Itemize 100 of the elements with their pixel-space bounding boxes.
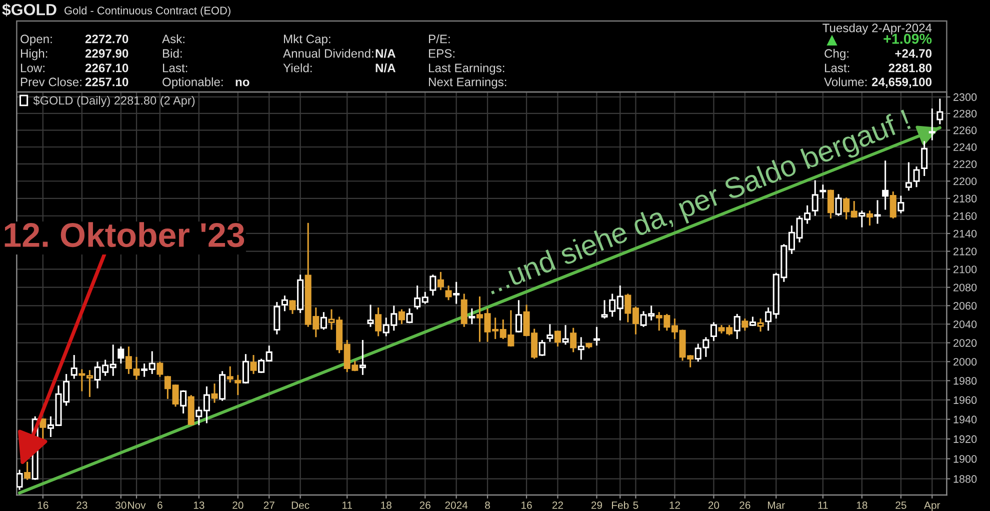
text: High: xyxy=(20,48,48,60)
text: Annual Dividend: xyxy=(283,48,374,58)
candlestick xyxy=(234,374,242,396)
candlestick xyxy=(219,370,226,402)
text: Last Earnings: xyxy=(428,63,504,75)
text: N/A xyxy=(376,48,396,58)
candlestick xyxy=(515,299,522,334)
text: EPS: xyxy=(428,49,454,58)
candlestick xyxy=(460,292,468,328)
x-tick-label: 5 xyxy=(633,502,638,509)
legend-label: $GOLD (Daily) 2281.80 (2 Apr) xyxy=(33,96,195,107)
text: +1.09% xyxy=(884,34,932,44)
annotation: 12. Oktober '23 xyxy=(4,222,244,248)
text: 2267.10 xyxy=(85,64,128,72)
candlestick xyxy=(24,461,31,481)
text: Last: xyxy=(162,64,188,72)
candlestick xyxy=(367,304,374,328)
text: Tuesday 2-Apr-2024 xyxy=(822,23,932,35)
x-tick-label: 13 xyxy=(194,502,204,509)
text: 2297.90 xyxy=(85,49,128,58)
y-tick-label: 1940 xyxy=(954,416,977,424)
candlestick xyxy=(430,274,436,296)
y-tick-label: 2160 xyxy=(953,212,977,220)
candlestick xyxy=(866,210,873,226)
y-tick-label: 1980 xyxy=(954,377,977,385)
text: 2257.10 xyxy=(85,78,128,86)
y-tick-label: 2140 xyxy=(953,230,977,238)
x-tick-label: 16 xyxy=(38,502,48,509)
candlestick xyxy=(40,418,46,441)
y-tick-label: 2100 xyxy=(953,266,977,274)
candlestick xyxy=(445,284,452,301)
text: Optionable: xyxy=(162,77,223,89)
x-tick-label: 30 xyxy=(116,502,126,509)
x-tick-label: 11 xyxy=(818,502,828,509)
x-tick-label: 18 xyxy=(856,502,868,509)
candlestick xyxy=(835,193,842,217)
candlestick xyxy=(211,382,218,404)
x-tick-label: 11 xyxy=(342,502,352,509)
y-tick-label: 2300 xyxy=(953,93,977,101)
y-tick-label: 2060 xyxy=(953,302,977,310)
candlestick xyxy=(734,313,740,340)
x-tick-label: 25 xyxy=(896,502,906,509)
candlestick xyxy=(593,326,600,346)
candlestick xyxy=(118,346,124,364)
y-tick-label: 2200 xyxy=(953,177,977,186)
candlestick xyxy=(375,306,382,337)
candlestick xyxy=(905,162,912,192)
candlestick xyxy=(70,354,78,380)
candlestick xyxy=(601,299,608,320)
candlestick xyxy=(468,308,476,325)
x-tick-label: 29 xyxy=(591,502,602,509)
text: Last: xyxy=(824,64,850,72)
x-tick-label: 20 xyxy=(232,502,244,509)
chart-title: $GOLD xyxy=(2,3,56,16)
y-tick-label: 2000 xyxy=(953,358,977,366)
text: Yield: xyxy=(283,63,312,72)
candlestick xyxy=(274,301,280,336)
candlestick xyxy=(554,330,561,348)
candlestick xyxy=(242,353,249,384)
text: Open: xyxy=(20,34,52,46)
y-tick-label: 2280 xyxy=(953,110,977,118)
candlestick xyxy=(406,308,413,324)
candlestick xyxy=(874,199,881,225)
text: 2272.70 xyxy=(85,34,128,44)
candlestick xyxy=(226,366,234,384)
x-tick-label: 6 xyxy=(158,502,162,509)
x-tick-label: 26 xyxy=(740,502,750,509)
candlestick xyxy=(858,210,866,228)
candlestick xyxy=(546,323,554,343)
candlestick xyxy=(898,195,904,214)
candlestick xyxy=(538,339,546,357)
y-tick-label: 2240 xyxy=(953,143,977,152)
x-tick-label: 23 xyxy=(76,502,88,509)
candlestick xyxy=(437,271,444,291)
candlestick xyxy=(913,166,920,188)
text: Volume: xyxy=(824,77,867,86)
text: 24,659,100 xyxy=(872,78,932,88)
y-tick-label: 1920 xyxy=(954,435,977,443)
x-tick-label: Feb xyxy=(612,501,629,509)
y-tick-label: 1880 xyxy=(954,475,977,483)
candlestick xyxy=(359,339,366,376)
x-tick-label: Apr xyxy=(924,502,940,511)
candlestick xyxy=(812,179,818,217)
text: N/A xyxy=(376,63,396,72)
candlestick xyxy=(289,299,296,315)
text: Bid: xyxy=(162,48,182,58)
candlestick xyxy=(928,108,936,142)
x-tick-label: 12 xyxy=(670,502,680,509)
candlestick xyxy=(398,308,405,325)
candlestick xyxy=(578,336,584,360)
y-tick-label: 1900 xyxy=(954,455,977,463)
text: +24.70 xyxy=(895,49,932,58)
text: Ask: xyxy=(162,34,184,44)
y-tick-label: 2220 xyxy=(953,160,977,168)
candlestick xyxy=(742,318,748,332)
candlestick xyxy=(180,389,187,414)
candlestick xyxy=(890,190,896,220)
text: no xyxy=(236,80,250,86)
x-tick-label: 16 xyxy=(522,502,532,509)
candlestick xyxy=(281,294,288,312)
